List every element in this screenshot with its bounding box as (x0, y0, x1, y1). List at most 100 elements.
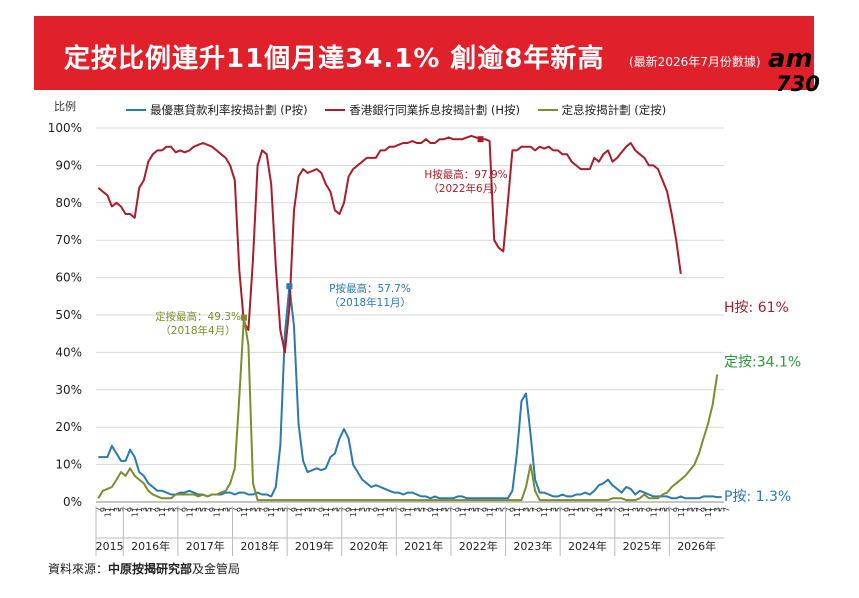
end-label-p: P按: 1.3% (724, 489, 791, 505)
source-suffix: 及金管局 (192, 562, 241, 576)
x-tick-label: 11 (322, 507, 331, 517)
x-tick-label: 1 (299, 507, 308, 512)
am730-logo: am 730 (764, 44, 822, 102)
x-tick-label: 1 (572, 507, 581, 512)
x-tick-label: 7 (613, 507, 622, 512)
x-tick-label: 9 (700, 507, 709, 512)
x-tick-label: 7 (285, 507, 294, 512)
x-tick-label: 1 (163, 507, 172, 512)
x-tick-label: 11 (568, 507, 577, 517)
y-tick-label: 100% (48, 121, 82, 135)
x-tick-label: 5 (690, 507, 699, 512)
x-tick-label: 5 (390, 507, 399, 512)
x-tick-label: 3 (467, 507, 476, 512)
legend-item-p: 最優惠貸款利率按揭計劃 (P按) (126, 102, 308, 118)
legend-item-h: 香港銀行同業拆息按揭計劃 (H按) (325, 102, 520, 118)
x-tick-label: 1 (354, 507, 363, 512)
x-tick-label: 5 (581, 507, 590, 512)
x-tick-label: 9 (590, 507, 599, 512)
x-tick-label: 1 (217, 507, 226, 512)
x-tick-label: 3 (112, 507, 121, 512)
x-tick-label: 7 (231, 507, 240, 512)
x-tick-label: 7 (122, 507, 131, 512)
x-tick-label: 11 (513, 507, 522, 517)
x-tick-label: 11 (213, 507, 222, 517)
chart-title: 定按比例連升11個月達34.1% 創逾8年新高 (64, 44, 605, 74)
x-tick-label: 9 (345, 507, 354, 512)
year-label: 2020年 (350, 539, 389, 553)
x-tick-label: 3 (304, 507, 313, 512)
x-tick-label: 11 (131, 507, 140, 517)
x-tick-label: 1 (381, 507, 390, 512)
x-tick-label: 9 (508, 507, 517, 512)
x-tick-label: 5 (609, 507, 618, 512)
x-tick-label: 7 (313, 507, 322, 512)
x-tick-label: 3 (659, 507, 668, 512)
x-tick-label: 3 (440, 507, 449, 512)
x-tick-label: 7 (176, 507, 185, 512)
x-tick-label: 11 (595, 507, 604, 517)
x-tick-label: 5 (144, 507, 153, 512)
year-label: 2015 (96, 540, 124, 553)
year-label: 2016年 (131, 539, 170, 553)
x-tick-label: 1 (463, 507, 472, 512)
x-tick-label: 5 (281, 507, 290, 512)
x-tick-label: 3 (194, 507, 203, 512)
x-tick-label: 9 (563, 507, 572, 512)
series-line-h (97, 134, 682, 354)
x-tick-label: 7 (558, 507, 567, 512)
x-tick-label: 5 (527, 507, 536, 512)
x-tick-label: 1 (490, 507, 499, 512)
y-tick-label: 40% (55, 345, 82, 359)
title-banner: 定按比例連升11個月達34.1% 創逾8年新高 (最新2026年7月份數據) (34, 16, 814, 90)
x-tick-label: 1 (545, 507, 554, 512)
x-tick-label: 1 (436, 507, 445, 512)
x-tick-label: 11 (486, 507, 495, 517)
x-tick-label: 3 (522, 507, 531, 512)
x-tick-label: 1 (244, 507, 253, 512)
x-tick-label: 9 (372, 507, 381, 512)
x-tick-label: 7 (149, 507, 158, 512)
x-tick-label: 3 (577, 507, 586, 512)
x-tick-label: 3 (686, 507, 695, 512)
x-tick-label: 9 (208, 507, 217, 512)
x-tick-label: 1 (599, 507, 608, 512)
x-tick-label: 5 (554, 507, 563, 512)
x-tick-label: 9 (399, 507, 408, 512)
x-tick-label: 3 (276, 507, 285, 512)
data-note: (最新2026年7月份數據) (629, 55, 761, 69)
x-tick-label: 9 (645, 507, 654, 512)
source-note: 資料來源：中原按揭研究部及金管局 (48, 560, 240, 577)
year-label: 2019年 (295, 539, 334, 553)
x-tick-label: 1 (190, 507, 199, 512)
peak-marker-f (240, 314, 247, 321)
peak-annotation-date-f: （2018年4月） (160, 324, 235, 337)
x-tick-label: 9 (181, 507, 190, 512)
y-tick-label: 90% (55, 158, 82, 172)
x-tick-label: 11 (103, 507, 112, 517)
x-tick-label: 7 (504, 507, 513, 512)
x-tick-label: 1 (135, 507, 144, 512)
end-label-f: 定按:34.1% (724, 354, 801, 370)
x-tick-label: 1 (709, 507, 718, 512)
x-tick-label: 7 (477, 507, 486, 512)
y-tick-label: 30% (55, 383, 82, 397)
x-tick-label: 9 (536, 507, 545, 512)
x-tick-label: 9 (454, 507, 463, 512)
peak-annotation-date-p: （2018年11月） (329, 296, 411, 309)
peak-annotation-date-h: （2022年6月） (428, 182, 503, 195)
peak-marker-p (286, 283, 293, 290)
y-tick-label: 80% (55, 196, 82, 210)
x-tick-label: 5 (445, 507, 454, 512)
x-tick-label: 1 (654, 507, 663, 512)
x-tick-label: 1 (326, 507, 335, 512)
x-tick-label: 1 (517, 507, 526, 512)
x-tick-label: 5 (226, 507, 235, 512)
x-tick-label: 9 (618, 507, 627, 512)
year-label: 2017年 (186, 539, 225, 553)
x-tick-label: 7 (422, 507, 431, 512)
x-tick-label: 5 (172, 507, 181, 512)
x-tick-label: 3 (413, 507, 422, 512)
x-tick-label: 5 (718, 507, 727, 512)
x-tick-label: 9 (235, 507, 244, 512)
